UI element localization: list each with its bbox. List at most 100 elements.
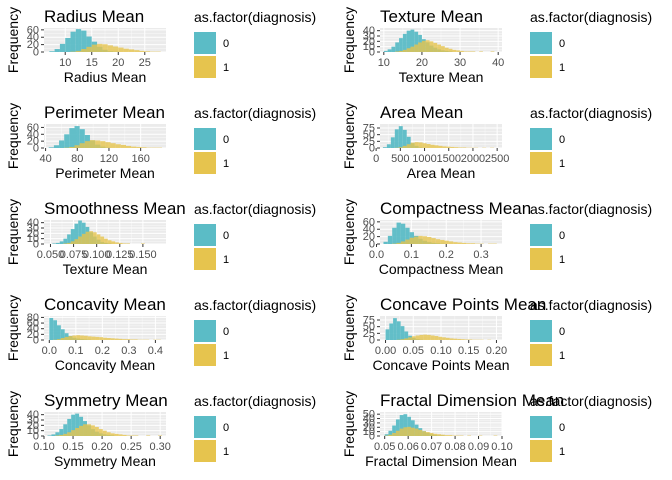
legend-swatch-0	[194, 32, 216, 54]
histogram-bar-benign	[387, 49, 392, 52]
x-tick-label: 0.4	[148, 345, 163, 357]
histogram-bar-malignant	[421, 40, 426, 52]
legend-label-0: 0	[223, 134, 229, 146]
y-axis-label: Frequency	[5, 7, 21, 73]
histogram-bar-malignant	[418, 235, 423, 244]
histogram-bar-benign	[396, 321, 401, 340]
y-axis-label: Frequency	[5, 199, 21, 265]
histogram-bar-malignant	[438, 145, 443, 148]
histogram-bar-malignant	[81, 49, 87, 52]
histogram-bar-benign	[399, 38, 403, 52]
histogram-bar-benign	[387, 235, 393, 244]
histogram-bar-malignant	[457, 242, 462, 244]
x-tick-label: 10	[378, 57, 390, 69]
histogram-bar-benign	[71, 414, 76, 436]
y-tick-label: 0	[33, 335, 39, 347]
histogram-bar-benign	[63, 238, 68, 244]
x-tick-label: 0.2	[95, 345, 110, 357]
x-tick-label: 160	[131, 153, 149, 165]
y-tick-label: 75	[363, 123, 375, 135]
chart-title: Texture Mean	[380, 7, 483, 26]
histogram-bar-malignant	[458, 147, 463, 148]
x-tick-label: 0.3	[121, 345, 136, 357]
x-axis-label: Texture Mean	[399, 69, 484, 85]
x-tick-label: 0.05	[374, 441, 395, 453]
histogram-bar-benign	[81, 30, 87, 52]
legend: as.factor(diagnosis) 0 1	[530, 201, 652, 270]
histogram-bar-malignant	[410, 142, 415, 148]
y-tick-label: 10	[27, 425, 39, 437]
legend-label-1: 1	[559, 158, 565, 170]
y-axis-label: Frequency	[5, 295, 21, 361]
legend-label-1: 1	[223, 254, 229, 266]
y-axis-label: Frequency	[341, 199, 357, 265]
legend-swatch-1	[530, 248, 552, 270]
histogram-bar-benign	[395, 42, 400, 52]
x-tick-label: 0.07	[421, 441, 442, 453]
histogram-bar-malignant	[414, 142, 419, 148]
x-tick-label: 30	[454, 57, 466, 69]
y-tick-label: 20	[27, 39, 39, 51]
y-tick-label: 20	[363, 422, 375, 434]
histogram-bar-malignant	[479, 51, 483, 52]
legend-title: as.factor(diagnosis)	[194, 105, 316, 121]
x-tick-label: 0.125	[106, 249, 134, 261]
histogram-bar-malignant	[110, 338, 115, 340]
histogram-bar-malignant	[74, 239, 79, 244]
histogram-bar-malignant	[71, 430, 76, 436]
y-tick-label: 60	[27, 24, 39, 36]
legend-label-1: 1	[223, 350, 229, 362]
histogram-bar-benign	[385, 329, 390, 340]
histogram-bar-malignant	[95, 336, 100, 340]
histogram-bar-malignant	[72, 335, 77, 340]
histogram-bar-benign	[392, 425, 396, 436]
histogram-bar-malignant	[438, 336, 443, 340]
y-tick-label: 0	[369, 239, 375, 251]
y-tick-label: 20	[27, 136, 39, 148]
histogram-bar-malignant	[453, 338, 458, 340]
histogram-bar-malignant	[400, 339, 405, 340]
histogram-bar-malignant	[158, 435, 163, 436]
histogram-bar-benign	[404, 331, 409, 340]
histogram-bar-malignant	[118, 47, 124, 52]
histogram-bar-malignant	[444, 435, 449, 436]
histogram-bar-malignant	[418, 142, 423, 148]
y-tick-label: 40	[27, 217, 39, 229]
histogram-bar-malignant	[91, 44, 98, 52]
histogram-bar-malignant	[75, 50, 82, 52]
histogram-bar-malignant	[408, 337, 412, 340]
x-tick-label: 0.00	[375, 345, 396, 357]
histogram-bar-malignant	[414, 428, 419, 436]
histogram-bar-malignant	[448, 241, 454, 244]
y-tick-label: 20	[27, 329, 39, 341]
histogram-bar-benign	[51, 434, 56, 436]
legend-swatch-1	[530, 344, 552, 366]
histogram-bar-malignant	[75, 428, 80, 436]
histogram-bar-malignant	[442, 337, 446, 340]
x-axis-label: Area Mean	[407, 165, 475, 181]
histogram-bar-malignant	[422, 236, 428, 244]
histogram-bar-malignant	[448, 435, 453, 436]
histogram-bar-malignant	[56, 339, 61, 340]
histogram-bar-malignant	[453, 242, 458, 244]
histogram-bar-malignant	[422, 143, 427, 148]
histogram-bar-benign	[406, 136, 411, 148]
legend-swatch-0	[530, 128, 552, 150]
histogram-bar-malignant	[418, 42, 422, 52]
y-axis-label: Frequency	[5, 103, 21, 169]
histogram-bar-malignant	[409, 237, 414, 244]
x-tick-label: 1000	[412, 153, 436, 165]
legend-label-0: 0	[559, 326, 565, 338]
histogram-bar-malignant	[410, 427, 415, 436]
histogram-bar-benign	[59, 43, 66, 52]
y-tick-label: 40	[363, 413, 375, 425]
histogram-bar-malignant	[100, 141, 106, 148]
legend: as.factor(diagnosis) 0 1	[530, 393, 652, 462]
y-axis-label: Frequency	[341, 103, 357, 169]
x-tick-label: 500	[391, 153, 409, 165]
histogram-bar-malignant	[490, 51, 495, 52]
y-tick-label: 20	[27, 228, 39, 240]
histogram-bar-malignant	[431, 238, 436, 244]
histogram-bar-malignant	[126, 339, 131, 340]
